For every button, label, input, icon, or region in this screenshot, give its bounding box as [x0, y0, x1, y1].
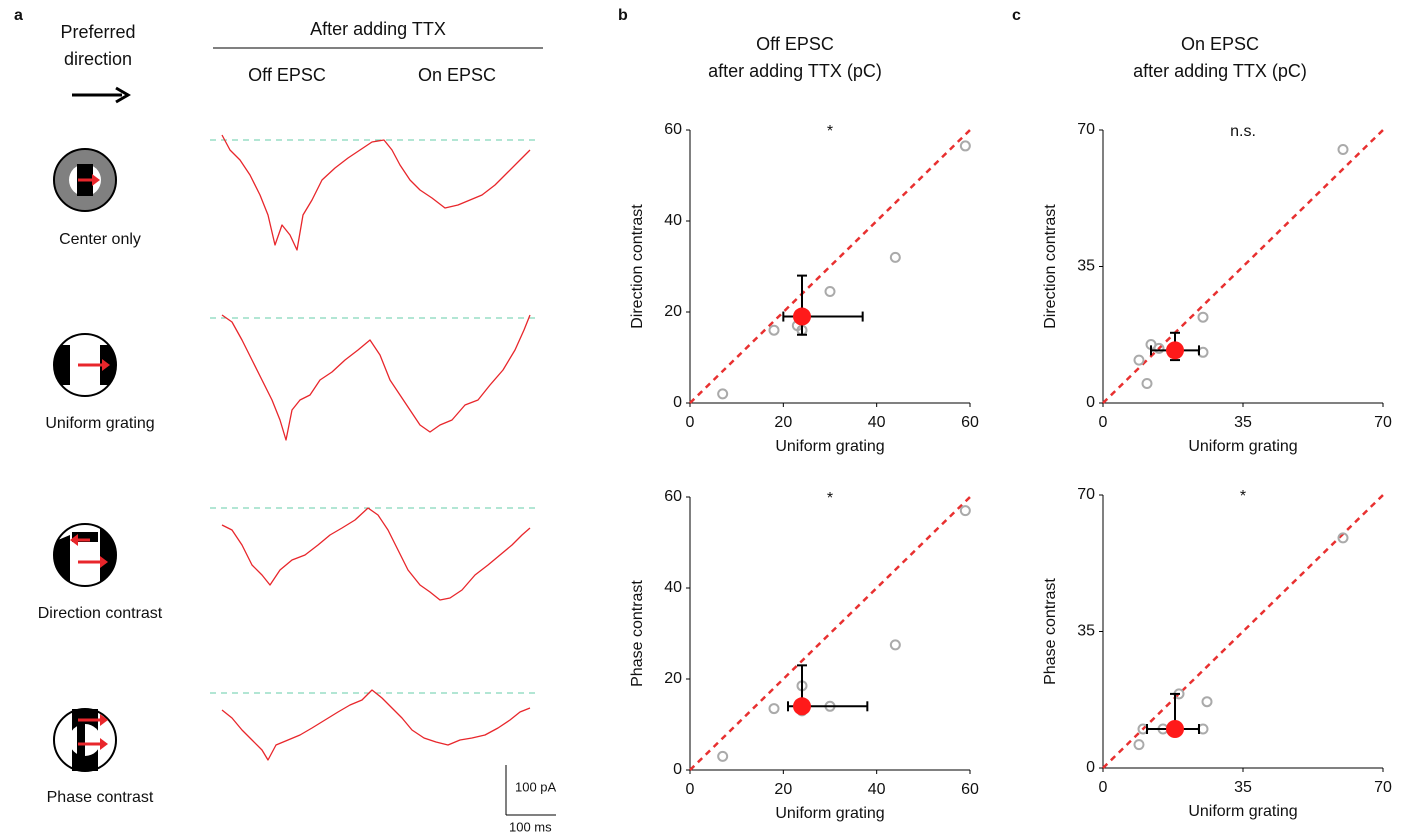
- x-tick-label: 0: [1099, 779, 1108, 796]
- mean-point: [793, 697, 811, 716]
- scale-label: 100 ms: [509, 819, 552, 834]
- column-title: Off EPSC: [756, 34, 834, 54]
- cell-point: [889, 639, 901, 651]
- cell-point: [1133, 739, 1145, 751]
- annotation: *: [827, 490, 833, 507]
- column-title: On EPSC: [1181, 34, 1259, 54]
- panel-label: b: [618, 7, 628, 24]
- cell-point: [1337, 144, 1349, 155]
- row-label: Direction contrast: [38, 605, 163, 622]
- row-label: Uniform grating: [45, 415, 154, 432]
- x-tick-label: 35: [1234, 779, 1252, 796]
- mean-point: [1166, 720, 1184, 738]
- y-tick-label: 0: [673, 394, 682, 411]
- y-tick-label: 40: [664, 212, 682, 229]
- x-axis-label: Uniform grating: [1188, 438, 1297, 455]
- cell-point: [889, 251, 901, 263]
- column-label: On EPSC: [418, 65, 496, 85]
- y-tick-label: 0: [673, 761, 682, 778]
- direction-arrow: [72, 86, 131, 104]
- icon-center-only: [53, 148, 117, 212]
- traces: [210, 134, 540, 761]
- y-axis-label: Direction contrast: [1042, 204, 1059, 329]
- panel-label: a: [14, 7, 23, 24]
- x-tick-label: 60: [961, 781, 979, 798]
- column-title: after adding TTX (pC): [708, 61, 882, 81]
- column-label: Off EPSC: [248, 65, 326, 85]
- y-tick-label: 35: [1077, 623, 1095, 640]
- cell-point: [1197, 311, 1209, 323]
- identity-line: [689, 496, 971, 771]
- icon-uniform: [53, 333, 117, 397]
- x-tick-label: 70: [1374, 779, 1392, 796]
- header: After adding TTX: [310, 19, 446, 39]
- cell-point: [1153, 342, 1165, 354]
- identity-line: [689, 129, 971, 404]
- annotation: *: [1240, 488, 1246, 505]
- x-tick-label: 20: [774, 414, 792, 431]
- x-axis-label: Uniform grating: [775, 805, 884, 822]
- cell-point: [717, 388, 729, 400]
- annotation: *: [827, 123, 833, 140]
- cell-point: [1201, 696, 1213, 708]
- cell-point: [1141, 378, 1153, 389]
- cell-point: [1133, 354, 1145, 366]
- preferred-label: Preferred: [60, 22, 135, 42]
- y-tick-label: 60: [664, 488, 682, 505]
- y-axis-label: Phase contrast: [629, 580, 646, 687]
- mean-point: [1166, 341, 1184, 360]
- icon-direction: [53, 523, 117, 587]
- x-tick-label: 35: [1234, 414, 1252, 431]
- identity-line: [1102, 129, 1384, 404]
- identity-line: [1102, 494, 1384, 769]
- y-tick-label: 40: [664, 579, 682, 596]
- y-tick-label: 20: [664, 303, 682, 320]
- preferred-label: direction: [64, 49, 132, 69]
- y-tick-label: 20: [664, 670, 682, 687]
- x-tick-label: 70: [1374, 414, 1392, 431]
- y-axis-label: Phase contrast: [1042, 578, 1059, 685]
- cell-point: [768, 703, 780, 715]
- x-tick-label: 0: [1099, 414, 1108, 431]
- y-axis-label: Direction contrast: [629, 204, 646, 329]
- y-tick-label: 35: [1077, 258, 1095, 275]
- cell-point: [959, 505, 971, 517]
- annotation: n.s.: [1230, 123, 1256, 140]
- cell-point: [1337, 532, 1349, 544]
- mean-point: [793, 307, 811, 326]
- column-title: after adding TTX (pC): [1133, 61, 1307, 81]
- cell-point: [717, 750, 729, 762]
- x-tick-label: 20: [774, 781, 792, 798]
- x-tick-label: 40: [868, 781, 886, 798]
- row-label: Phase contrast: [47, 789, 154, 806]
- cell-point: [768, 324, 780, 336]
- y-tick-label: 60: [664, 121, 682, 138]
- cell-point: [959, 140, 971, 152]
- y-tick-label: 0: [1086, 759, 1095, 776]
- scale-bar: [505, 765, 556, 816]
- y-tick-label: 70: [1077, 486, 1095, 503]
- y-tick-label: 70: [1077, 121, 1095, 138]
- x-tick-label: 0: [686, 414, 695, 431]
- cell-point: [824, 286, 836, 298]
- y-tick-label: 0: [1086, 394, 1095, 411]
- scale-label: 100 pA: [515, 779, 557, 794]
- x-tick-label: 60: [961, 414, 979, 431]
- x-axis-label: Uniform grating: [775, 438, 884, 455]
- panel-label: c: [1012, 7, 1021, 24]
- x-tick-label: 0: [686, 781, 695, 798]
- x-axis-label: Uniform grating: [1188, 803, 1297, 820]
- row-label: Center only: [59, 231, 141, 248]
- x-tick-label: 40: [868, 414, 886, 431]
- icon-phase: [53, 708, 117, 772]
